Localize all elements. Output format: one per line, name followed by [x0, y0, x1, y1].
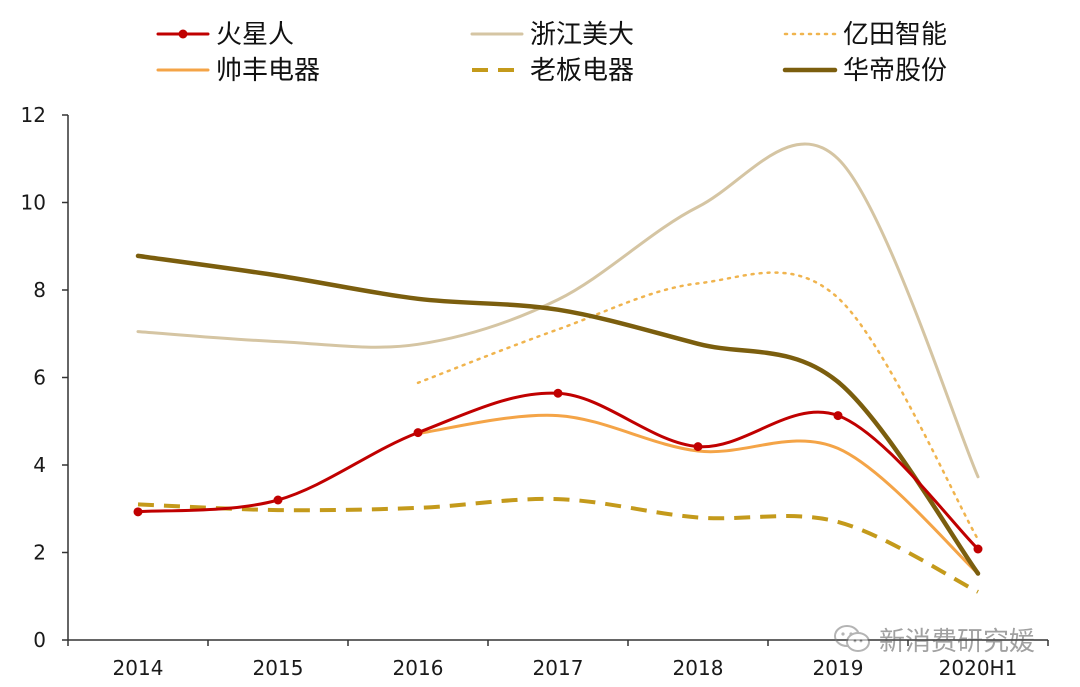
- series-marker-0: [973, 544, 983, 554]
- y-tick-label: 6: [33, 366, 46, 390]
- legend-marker-0: [178, 29, 188, 39]
- watermark: 新消费研究媛: [833, 619, 1035, 659]
- y-tick-label: 0: [33, 628, 46, 652]
- x-tick-label: 2017: [533, 656, 584, 680]
- series-marker-0: [413, 428, 423, 438]
- x-tick-label: 2014: [113, 656, 164, 680]
- series-marker-0: [273, 495, 283, 505]
- y-tick-label: 12: [21, 103, 46, 127]
- legend-label-0: 火星人: [216, 20, 294, 50]
- legend-label-5: 华帝股份: [843, 56, 947, 86]
- y-tick-label: 2: [33, 541, 46, 565]
- y-tick-label: 4: [33, 453, 46, 477]
- y-tick-label: 8: [33, 278, 46, 302]
- x-tick-label: 2020H1: [939, 656, 1018, 680]
- legend-label-3: 帅丰电器: [216, 56, 320, 86]
- series-line-1: [136, 142, 980, 479]
- x-tick-label: 2015: [253, 656, 304, 680]
- wechat-icon: [834, 625, 870, 652]
- legend-label-1: 浙江美大: [530, 20, 634, 50]
- legend-label-2: 亿田智能: [843, 20, 947, 50]
- series-line-3: [416, 413, 980, 575]
- series-marker-0: [133, 507, 143, 517]
- x-tick-label: 2016: [393, 656, 444, 680]
- series-line-2: [416, 271, 980, 541]
- y-tick-label: 10: [21, 191, 46, 215]
- series-marker-0: [553, 388, 563, 398]
- series-line-4: [137, 496, 979, 594]
- plot-area: [133, 142, 983, 594]
- series-marker-0: [833, 411, 843, 421]
- series-line-5: [135, 253, 981, 576]
- axes: 0 2 4 6 8 10 12 2014 2015 2016 2017 2018 2019 2020H1: [21, 103, 1049, 680]
- x-tick-label: 2018: [673, 656, 724, 680]
- legend-label-4: 老板电器: [530, 56, 634, 86]
- watermark-text: 新消费研究媛: [879, 626, 1036, 657]
- x-tick-label: 2019: [813, 656, 864, 680]
- series-marker-0: [693, 442, 703, 452]
